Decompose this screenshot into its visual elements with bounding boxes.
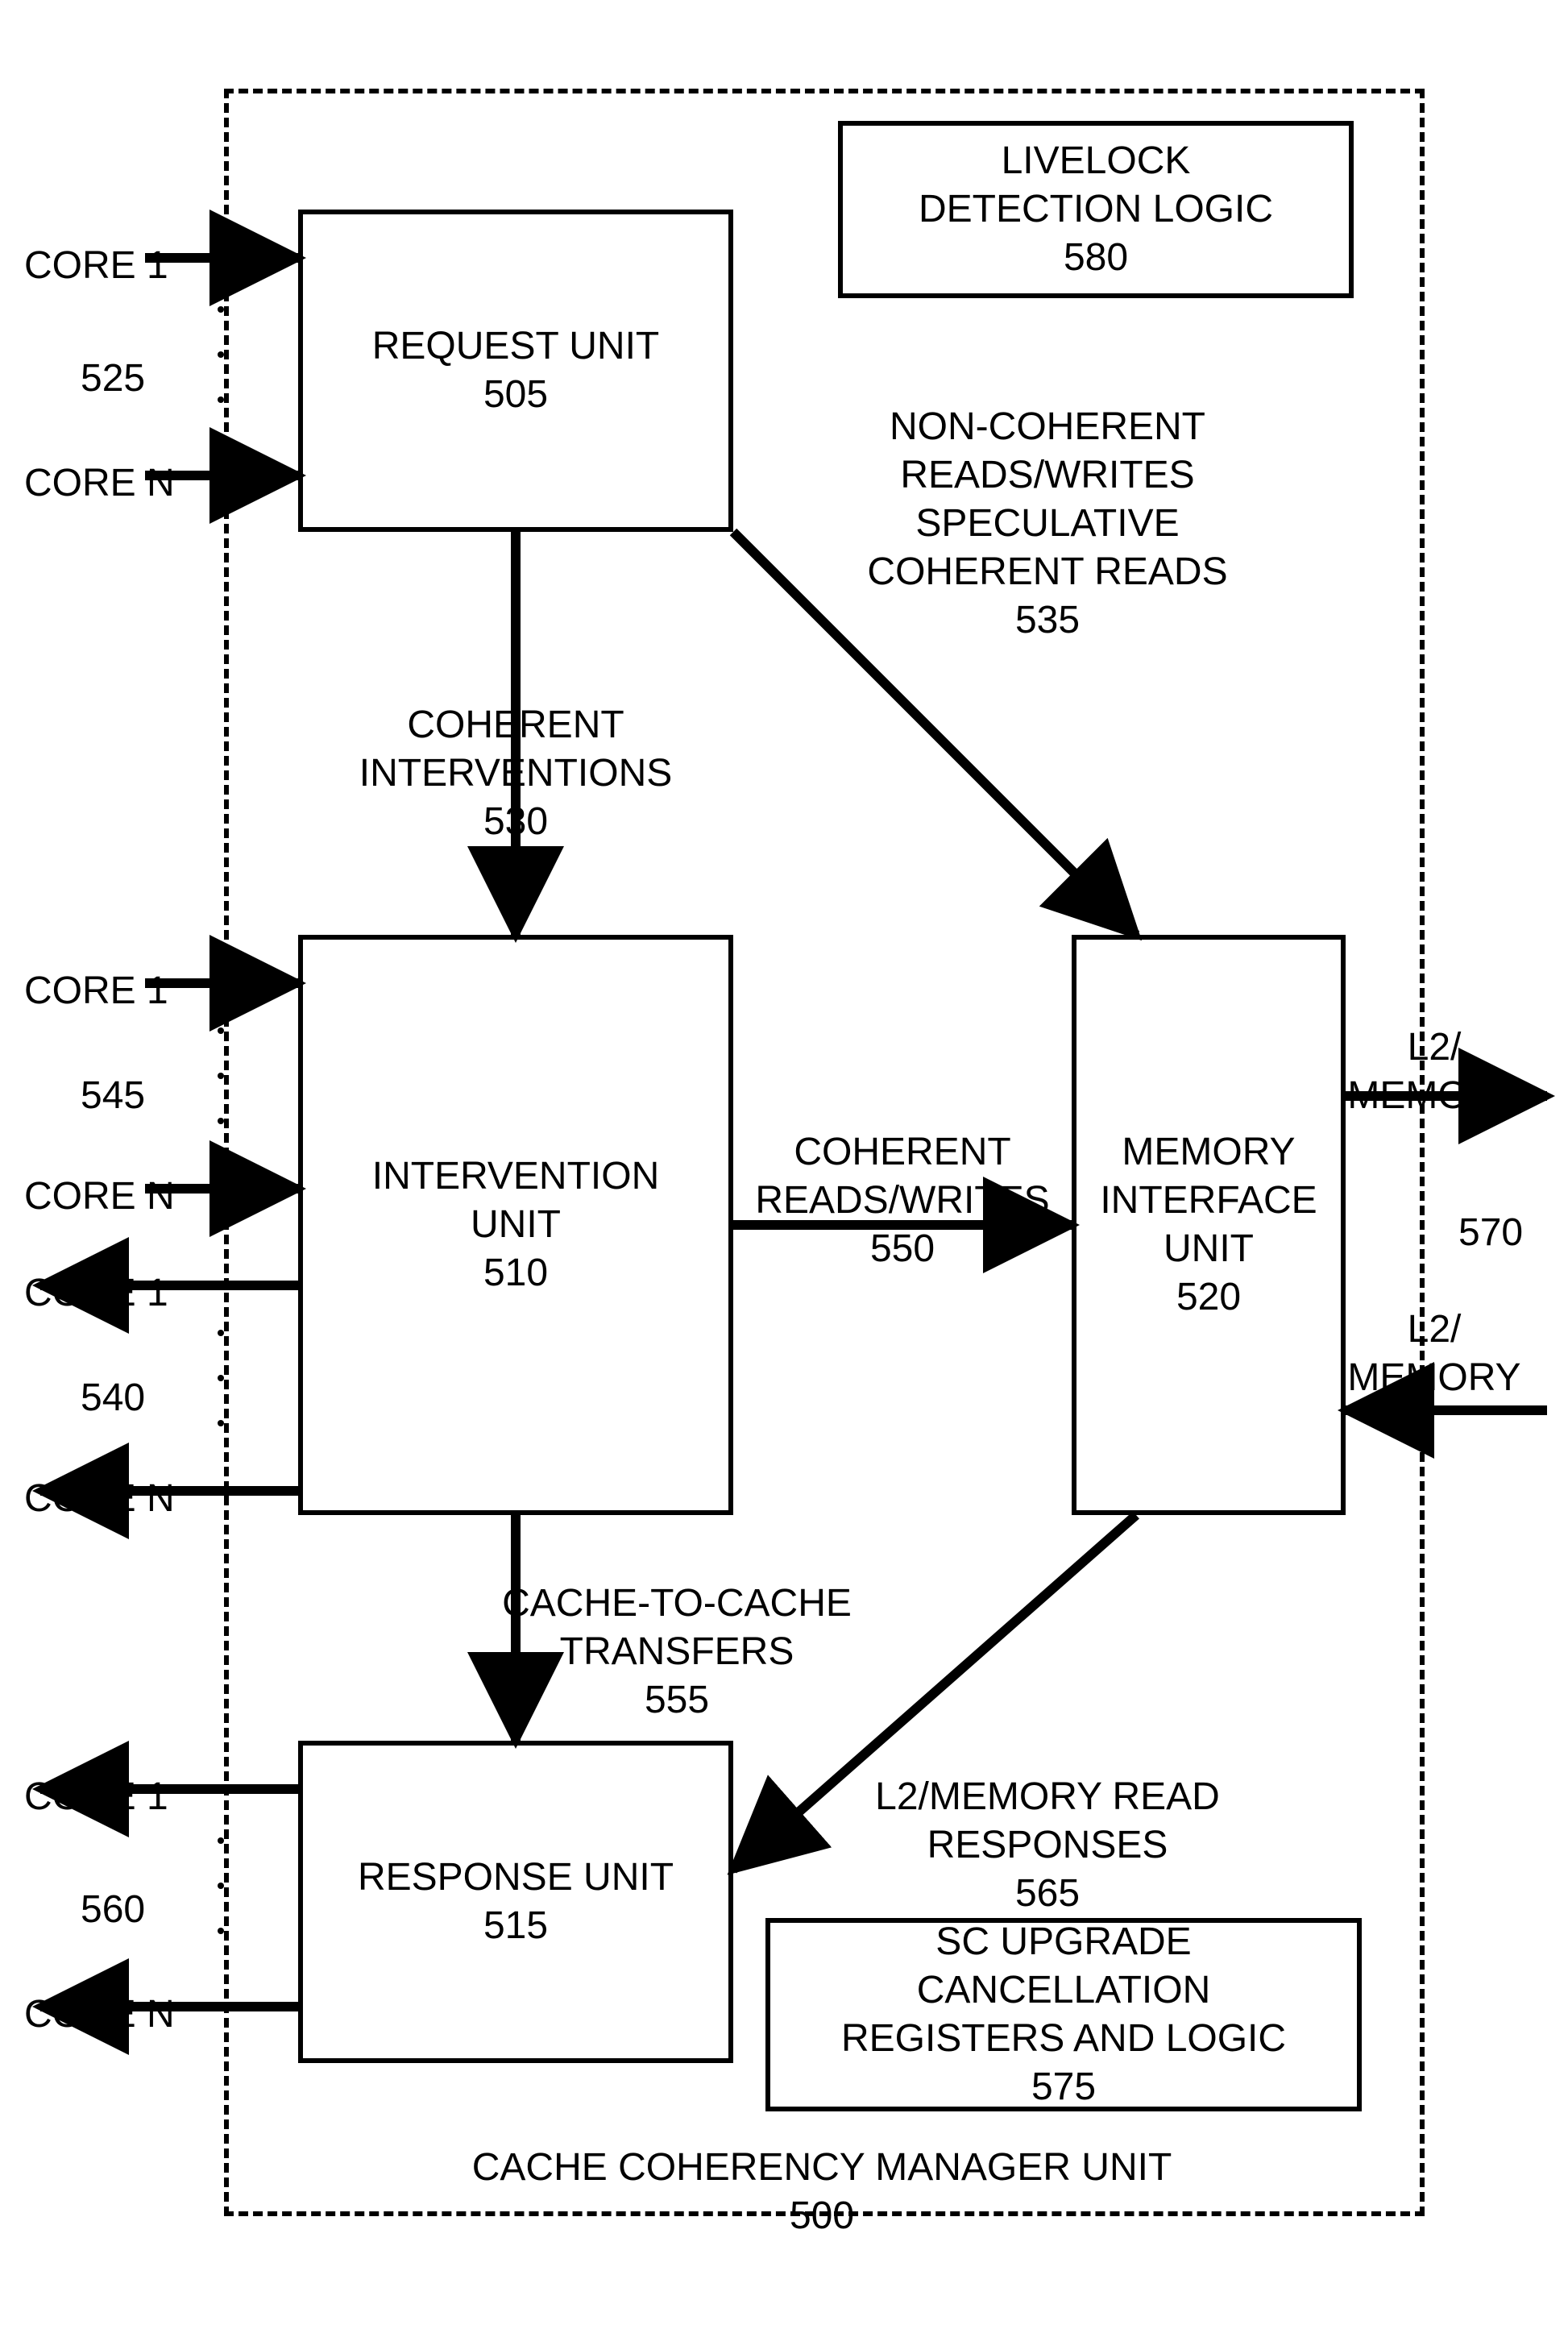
label-non-coherent: NON-COHERENT READS/WRITES SPECULATIVE CO… [645, 403, 1450, 645]
livelock-box: LIVELOCK DETECTION LOGIC 580 [838, 121, 1354, 298]
label-core-n-b-out: CORE N [24, 1475, 175, 1523]
label-cache-to-cache: CACHE-TO-CACHE TRANSFERS 555 [274, 1580, 1080, 1725]
vdots-1 [218, 1028, 224, 1124]
label-coherent-rw: COHERENT READS/WRITES 550 [500, 1128, 1305, 1273]
label-core-1-b-out: CORE 1 [24, 1269, 168, 1318]
vdots-3 [218, 1837, 224, 1934]
label-545: 545 [81, 1072, 145, 1120]
vdots-2 [218, 1330, 224, 1426]
label-525: 525 [81, 355, 145, 403]
sc-upgrade-box: SC UPGRADE CANCELLATION REGISTERS AND LO… [765, 1918, 1362, 2111]
label-core-n-a: CORE N [24, 459, 175, 508]
label-540: 540 [81, 1374, 145, 1422]
label-core-1-b-in: CORE 1 [24, 967, 168, 1015]
label-core-n-b-in: CORE N [24, 1173, 175, 1221]
label-l2-memory-out: L2/ MEMORY [1273, 1023, 1568, 1120]
label-ccm-footer: CACHE COHERENCY MANAGER UNIT 500 [419, 2144, 1225, 2240]
label-l2-memory-in: L2/ MEMORY [1273, 1306, 1568, 1402]
label-coherent-interventions: COHERENT INTERVENTIONS 530 [113, 701, 919, 846]
label-core-n-c: CORE N [24, 1991, 175, 2039]
diagram-canvas: LIVELOCK DETECTION LOGIC 580 REQUEST UNI… [0, 0, 1568, 2329]
label-560: 560 [81, 1886, 145, 1934]
label-570: 570 [1458, 1209, 1523, 1257]
label-l2-read-responses: L2/MEMORY READ RESPONSES 565 [645, 1773, 1450, 1918]
label-core-1-c: CORE 1 [24, 1773, 168, 1821]
vdots-0 [218, 306, 224, 403]
label-core-1-a: CORE 1 [24, 242, 168, 290]
